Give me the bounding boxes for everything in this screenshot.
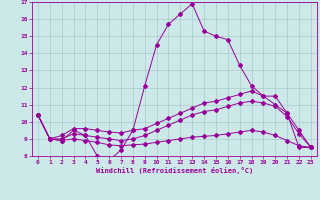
X-axis label: Windchill (Refroidissement éolien,°C): Windchill (Refroidissement éolien,°C) <box>96 167 253 174</box>
